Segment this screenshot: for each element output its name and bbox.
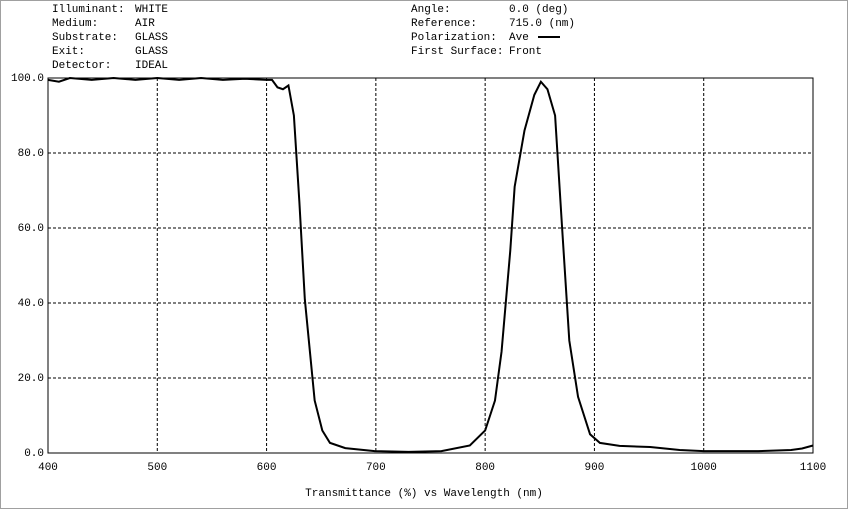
info-label: Exit: [52, 46, 85, 58]
info-value: GLASS [135, 46, 168, 58]
x-tick-label: 1000 [691, 462, 717, 474]
plot-area [47, 77, 814, 454]
info-label: Reference: [411, 18, 477, 30]
info-label: Angle: [411, 4, 451, 16]
info-value: 715.0 (nm) [509, 18, 575, 30]
info-value: Ave [509, 32, 529, 44]
transmittance-line [47, 76, 814, 453]
y-tick-label: 20.0 [18, 373, 44, 385]
plot-border [47, 77, 814, 454]
y-tick-label: 60.0 [18, 223, 44, 235]
info-value: GLASS [135, 32, 168, 44]
x-tick-label: 600 [257, 462, 277, 474]
x-tick-label: 500 [147, 462, 167, 474]
y-tick-label: 80.0 [18, 148, 44, 160]
x-tick-label: 400 [38, 462, 58, 474]
info-label: Detector: [52, 60, 111, 72]
info-value: IDEAL [135, 60, 168, 72]
x-tick-label: 1100 [800, 462, 826, 474]
info-value: 0.0 (deg) [509, 4, 568, 16]
x-tick-label: 900 [585, 462, 605, 474]
info-label: Polarization: [411, 32, 497, 44]
y-tick-label: 0.0 [24, 448, 44, 460]
y-tick-label: 100.0 [11, 73, 44, 85]
x-axis-label: Transmittance (%) vs Wavelength (nm) [305, 488, 543, 500]
y-tick-label: 40.0 [18, 298, 44, 310]
x-tick-label: 800 [475, 462, 495, 474]
x-tick-label: 700 [366, 462, 386, 474]
info-label: Substrate: [52, 32, 118, 44]
info-label: Medium: [52, 18, 98, 30]
info-value: Front [509, 46, 542, 58]
info-label: First Surface: [411, 46, 503, 58]
info-value: AIR [135, 18, 155, 30]
info-label: Illuminant: [52, 4, 125, 16]
info-value: WHITE [135, 4, 168, 16]
